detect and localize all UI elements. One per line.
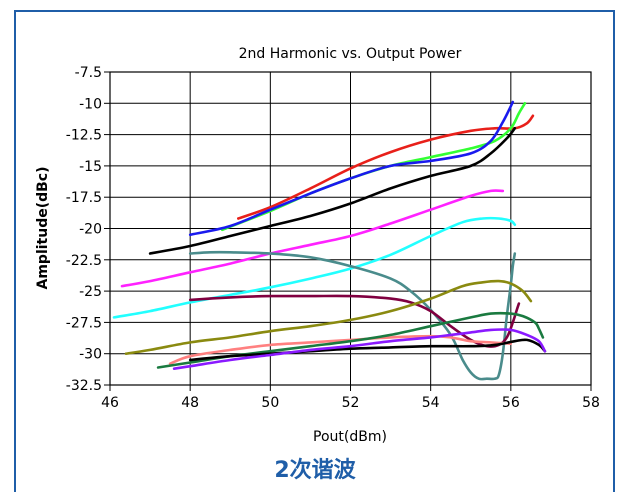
y-tick-label: -15 — [79, 159, 102, 175]
x-tick-label: 58 — [582, 395, 600, 411]
y-tick-label: -10 — [79, 96, 102, 112]
x-tick-label: 48 — [181, 395, 199, 411]
y-tick-label: -12.5 — [66, 128, 102, 144]
x-tick-label: 50 — [261, 395, 279, 411]
series-line-9 — [124, 279, 533, 355]
chart-title: 2nd Harmonic vs. Output Power — [239, 46, 462, 62]
y-tick-labels: -7.5 -10 -12.5 -15 -17.5 -20 -22.5 -25 -27.5 -30 -… — [66, 65, 102, 394]
y-tick-label: -7.5 — [75, 65, 102, 81]
y-tick-label: -22.5 — [66, 253, 102, 269]
axes — [104, 71, 592, 391]
x-tick-label: 52 — [342, 395, 360, 411]
x-tick-label: 46 — [101, 395, 119, 411]
series-line-3 — [188, 100, 515, 237]
series-layer — [112, 100, 547, 381]
figure-caption: 2次谐波 — [274, 458, 356, 483]
series-line-7 — [188, 250, 517, 381]
series-line-13 — [172, 328, 547, 370]
y-tick-label: -27.5 — [66, 315, 102, 331]
y-axis-title: Amplitude(dBc) — [35, 166, 51, 289]
y-tick-label: -20 — [79, 222, 102, 238]
y-tick-label: -30 — [79, 347, 102, 363]
series-line-1 — [237, 114, 535, 220]
series-line-4 — [148, 127, 517, 255]
y-tick-label: -25 — [79, 284, 102, 300]
x-tick-labels: 46 48 50 52 54 56 58 — [101, 395, 600, 411]
x-tick-label: 54 — [422, 395, 440, 411]
y-tick-label: -32.5 — [66, 378, 102, 394]
x-tick-label: 56 — [502, 395, 520, 411]
series-line-5 — [120, 189, 505, 288]
series-line-6 — [112, 216, 517, 319]
x-axis-title: Pout(dBm) — [313, 429, 387, 445]
y-tick-label: -17.5 — [66, 190, 102, 206]
